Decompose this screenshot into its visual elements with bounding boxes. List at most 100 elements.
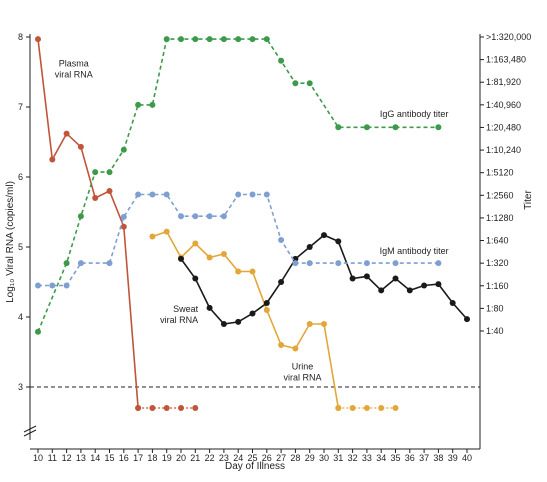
plasma-point (120, 223, 127, 230)
igg-point (249, 36, 256, 43)
x-axis-ticks: 10 11 12 13 14 15 16 17 18 19 20 21 22 23 24 25 26 27 28 29… (33, 449, 472, 463)
right-tick-label: 1:2560 (486, 190, 514, 200)
urine-point (335, 405, 342, 411)
x-tick-label: 29 (305, 453, 315, 463)
x-tick-label: 31 (333, 453, 343, 463)
igm-point (63, 282, 70, 289)
igm-point (235, 191, 242, 198)
x-tick-label: 33 (362, 453, 372, 463)
igg-point (192, 36, 199, 43)
x-tick-label: 19 (162, 453, 172, 463)
right-axis-title: Titer (523, 190, 534, 210)
x-tick-label: 25 (247, 453, 257, 463)
urine-point (306, 321, 313, 327)
igm-point (292, 260, 299, 267)
urine-point (192, 240, 199, 247)
x-tick-label: 28 (290, 453, 300, 463)
urine-below-limit-point (378, 405, 385, 411)
igg-point (278, 57, 285, 64)
igm-point (249, 191, 256, 198)
igg-point (92, 169, 99, 176)
left-tick-label: 6 (18, 172, 23, 182)
annotation-label: viral RNA (284, 373, 322, 383)
sweat-point (321, 232, 327, 239)
urine-point (149, 233, 156, 240)
annotation-label: viral RNA (55, 69, 93, 79)
igm-point (120, 213, 127, 220)
x-tick-label: 20 (176, 453, 186, 463)
sweat-point (278, 279, 285, 285)
igm-point (363, 260, 370, 267)
x-tick-label: 40 (462, 453, 472, 463)
urine-point (235, 268, 242, 275)
igg-point (335, 124, 342, 131)
annotation-label: Plasma (59, 58, 89, 68)
plasma-point (92, 195, 99, 201)
urine-point (249, 268, 256, 275)
sweat-point (235, 318, 242, 325)
right-tick-label: 1:40,960 (486, 100, 521, 110)
plot-frame (23, 34, 481, 450)
plasma-below-limit-point (192, 405, 199, 411)
x-tick-label: 34 (376, 453, 386, 463)
axis-break-icon (23, 425, 37, 437)
igg-point (120, 146, 127, 153)
igg-series (35, 36, 442, 335)
x-tick-label: 38 (433, 453, 443, 463)
urine-point (321, 321, 327, 327)
x-tick-label: 27 (276, 453, 286, 463)
sweat-point (263, 300, 270, 306)
igg-point (306, 80, 313, 87)
igg-point (263, 36, 270, 43)
igg-point (149, 101, 156, 108)
right-tick-label: 1:40 (486, 326, 504, 336)
x-tick-label: 24 (233, 453, 243, 463)
sweat-point (392, 275, 399, 282)
sweat-point (421, 282, 428, 289)
x-tick-label: 14 (90, 453, 100, 463)
urine-below-limit-point (349, 405, 356, 411)
urine-point (163, 228, 170, 235)
igg-point (77, 213, 84, 220)
x-tick-label: 15 (104, 453, 114, 463)
urine-point (220, 251, 227, 257)
right-tick-label: 1:5120 (486, 168, 514, 178)
urine-line (152, 230, 340, 409)
igm-point (192, 213, 199, 220)
x-tick-label: 22 (205, 453, 215, 463)
sweat-point (292, 255, 299, 262)
annotation-label: viral RNA (160, 315, 198, 325)
x-tick-label: 23 (219, 453, 229, 463)
annotation-label: Urine (292, 362, 314, 372)
igg-point (63, 260, 70, 267)
sweat-point (378, 287, 385, 294)
plasma-point (135, 405, 142, 411)
annotation-label: IgM antibody titer (380, 246, 449, 256)
igm-point (163, 191, 170, 198)
igg-point (206, 36, 213, 43)
sweat-point (220, 321, 227, 327)
sweat-point (406, 287, 413, 294)
igm-point (306, 260, 313, 267)
igm-point (149, 191, 156, 198)
left-tick-label: 4 (18, 312, 23, 322)
left-tick-label: 8 (18, 32, 23, 42)
igm-point (106, 260, 113, 267)
left-axis-ticks: 3 4 5 6 7 8 (18, 32, 30, 392)
sweat-point (335, 238, 342, 245)
urine-point (263, 307, 270, 313)
urine-below-limit-point (363, 405, 370, 411)
igg-point (35, 328, 41, 335)
x-tick-label: 17 (133, 453, 143, 463)
igg-point (220, 36, 227, 43)
igg-point (435, 124, 442, 131)
plasma-point (49, 156, 56, 163)
igm-point (392, 260, 399, 267)
sweat-point (178, 255, 184, 262)
igg-point (392, 124, 399, 131)
right-tick-label: 1:640 (486, 236, 509, 246)
series-layer (35, 36, 470, 411)
left-tick-label: 3 (18, 382, 23, 392)
x-tick-label: 26 (262, 453, 272, 463)
